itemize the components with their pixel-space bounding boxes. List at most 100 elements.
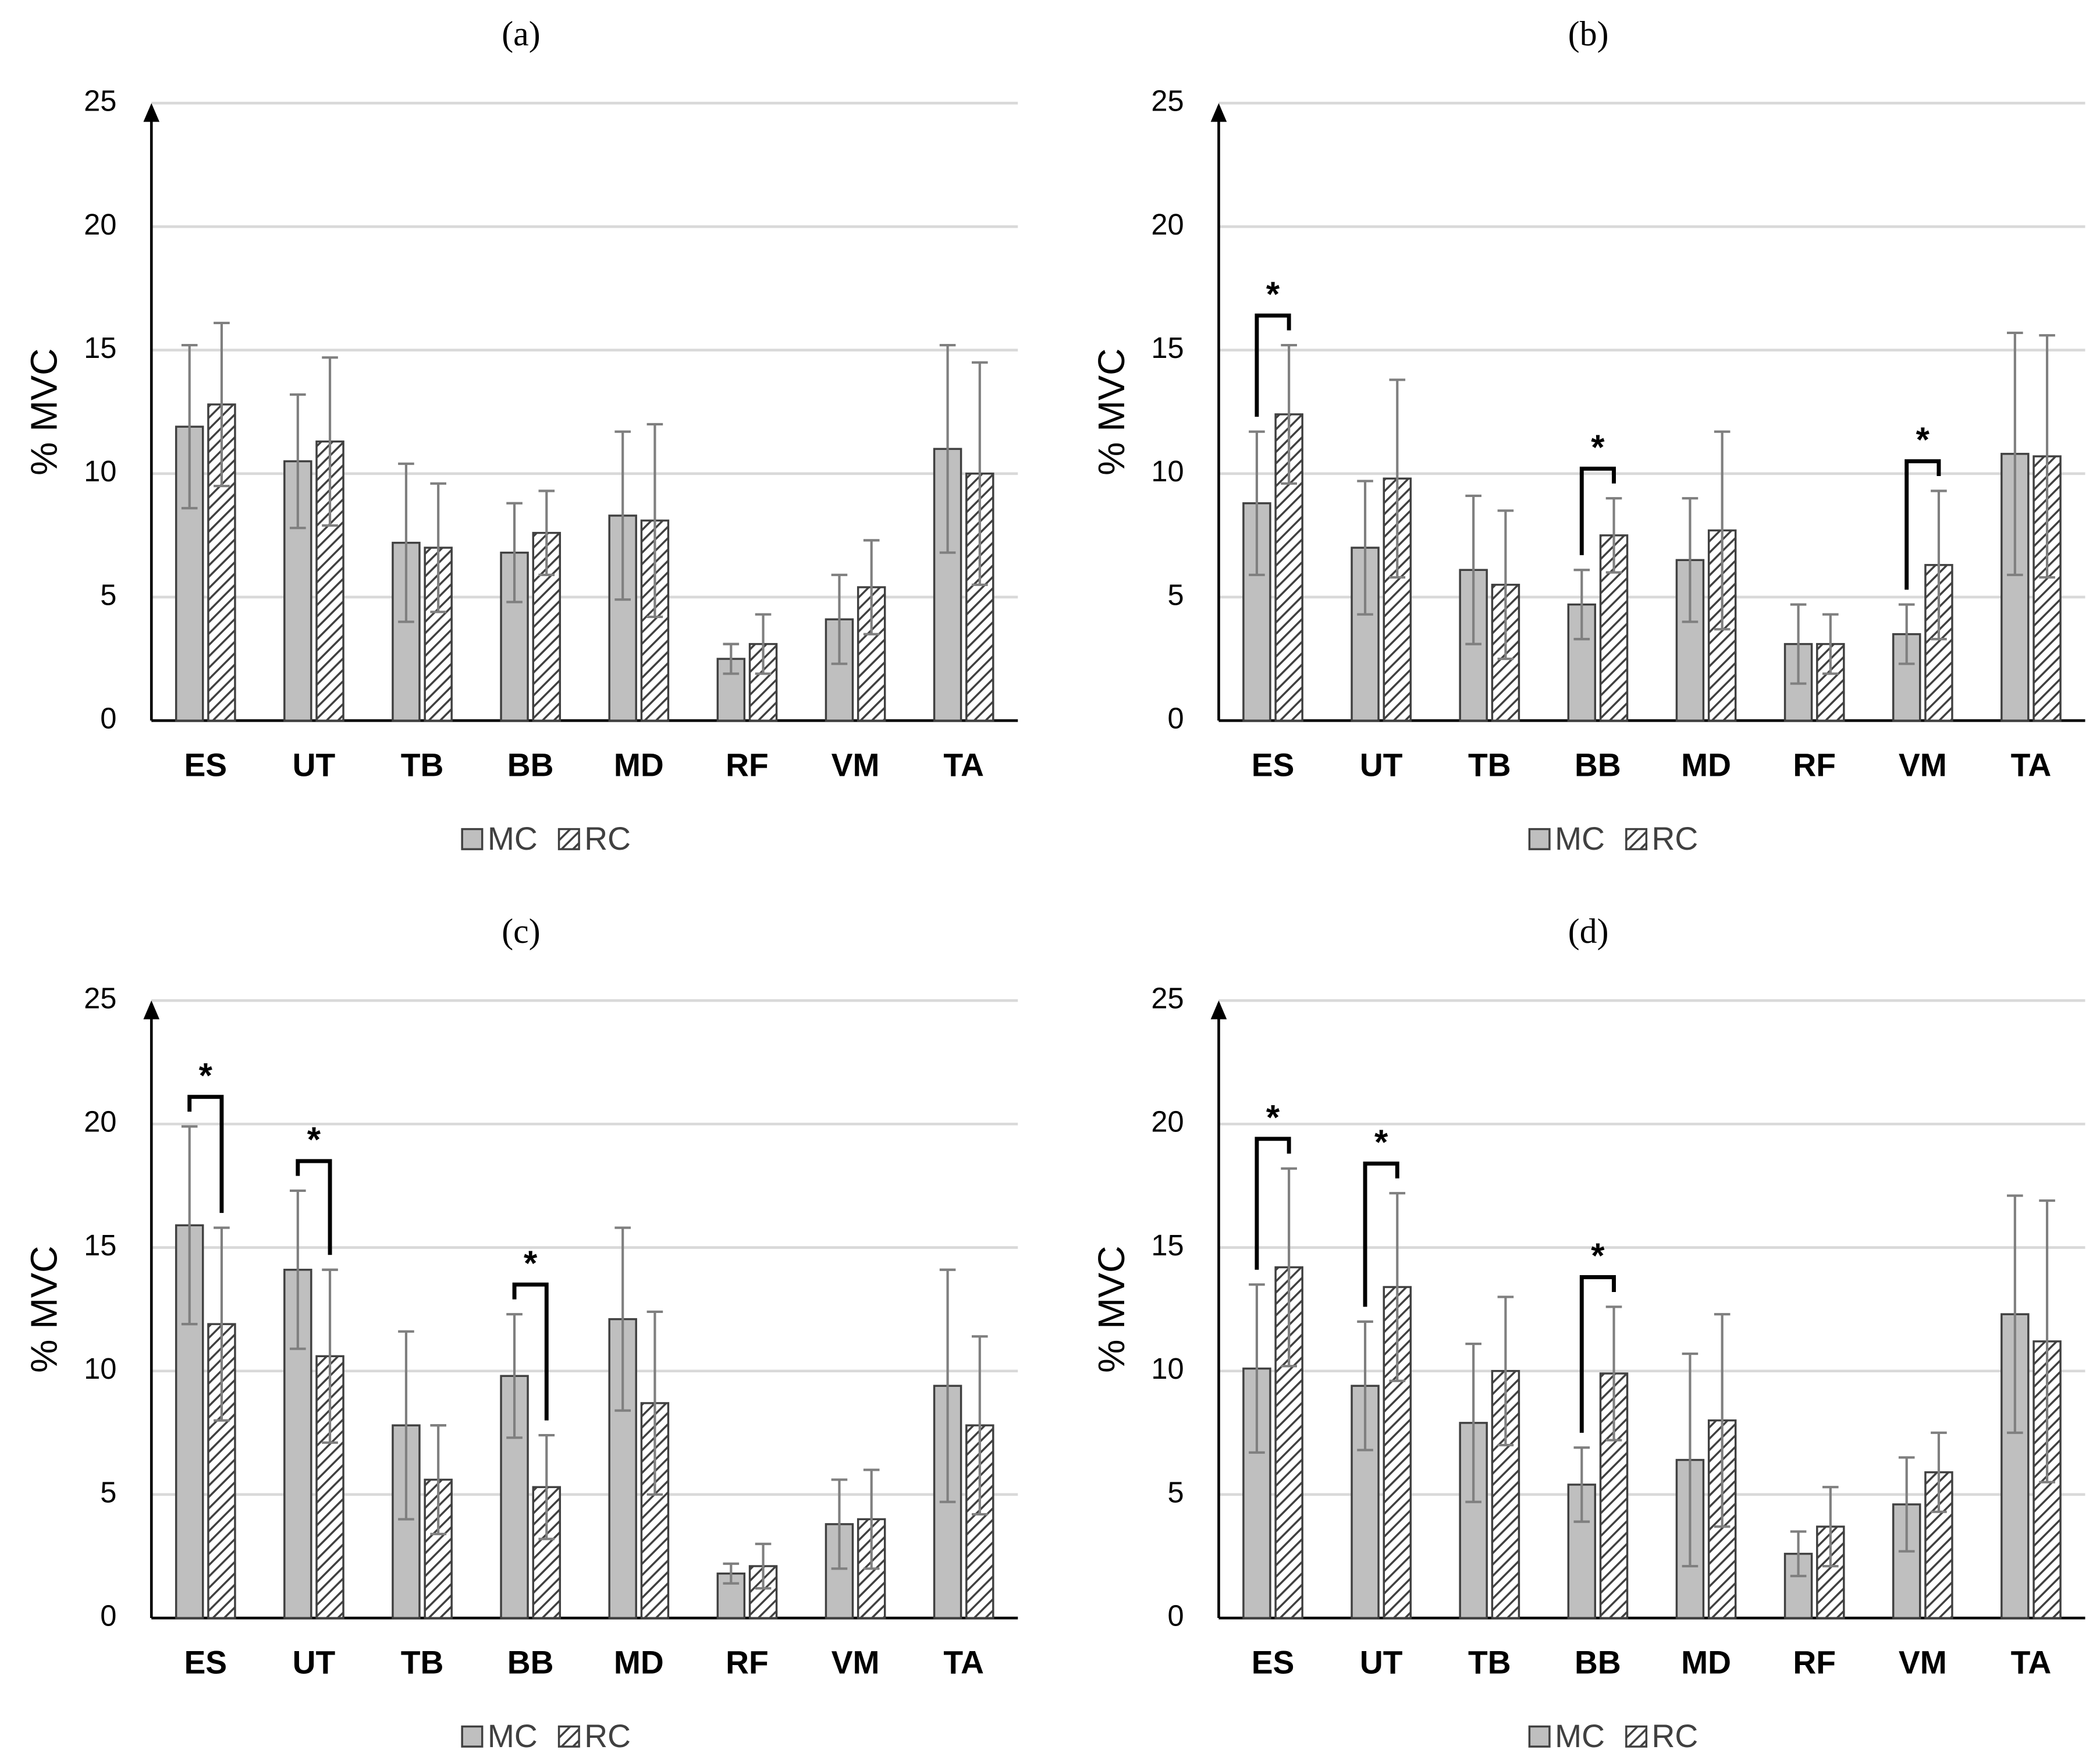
- legend-label: RC: [1652, 821, 1699, 857]
- y-tick-label: 20: [84, 208, 116, 241]
- y-tick-label: 10: [1151, 455, 1184, 488]
- error-bar: [646, 423, 663, 619]
- significance-bracket: [296, 1159, 332, 1255]
- error-bar: [1682, 497, 1699, 623]
- error-bar: [1357, 480, 1373, 616]
- error-bar: [972, 361, 988, 586]
- error-bar: [506, 1313, 523, 1439]
- legend-label: MC: [488, 1718, 538, 1754]
- legend-swatch: [557, 1725, 580, 1748]
- significance-mark: *: [1266, 275, 1280, 314]
- error-bar: [1249, 1283, 1265, 1454]
- significance-mark: *: [199, 1056, 213, 1095]
- x-tick-label: VM: [832, 1644, 880, 1680]
- x-tick-label: TA: [2011, 1644, 2052, 1680]
- error-bar: [1931, 1431, 1947, 1513]
- error-bar: [1281, 344, 1297, 485]
- y-tick-label: 25: [84, 982, 116, 1015]
- x-tick-label: VM: [1899, 747, 1947, 783]
- x-tick-label: ES: [184, 747, 227, 783]
- x-tick-label: TB: [401, 747, 444, 783]
- x-tick-label: BB: [507, 1644, 554, 1680]
- x-tick-label: VM: [1899, 1644, 1947, 1680]
- x-tick-label: BB: [1575, 1644, 1621, 1680]
- error-bar: [214, 321, 230, 488]
- error-bar: [2007, 1194, 2023, 1434]
- error-bar: [1573, 1446, 1590, 1523]
- significance-mark: *: [307, 1120, 321, 1159]
- panel: (a) % MVC 0 5 10 15 20 25 ES UT TB BB MD RF VM TA MC RC: [23, 15, 1018, 857]
- error-bar: [831, 573, 848, 665]
- error-bar: [863, 1468, 880, 1570]
- y-tick-label: 20: [1151, 1105, 1184, 1138]
- panel-title: (c): [502, 912, 540, 950]
- significance-mark: *: [1266, 1098, 1280, 1137]
- significance-bracket: [1255, 1137, 1291, 1270]
- x-tick-label: BB: [1575, 747, 1621, 783]
- error-bar: [1389, 1192, 1406, 1382]
- x-tick-label: ES: [184, 1644, 227, 1680]
- significance-bracket: [1579, 466, 1616, 555]
- error-bar: [1497, 1296, 1514, 1447]
- y-axis-arrow: [143, 1000, 160, 1020]
- x-tick-label: MD: [614, 1644, 664, 1680]
- error-bar: [1822, 613, 1839, 675]
- error-bar: [2039, 334, 2055, 579]
- panel-title: (d): [1568, 912, 1609, 950]
- y-tick-label: 10: [84, 1352, 116, 1385]
- error-bar: [939, 1268, 956, 1503]
- error-bar: [430, 482, 446, 613]
- significance-mark: *: [1916, 420, 1930, 459]
- error-bar: [1605, 1305, 1622, 1442]
- y-axis-label: % MVC: [23, 348, 65, 475]
- error-bar: [1497, 509, 1514, 661]
- error-bar: [398, 462, 414, 623]
- y-axis-arrow: [143, 103, 160, 122]
- panel: (c) % MVC 0 5 10 15 20 25 ES UT TB BB MD RF VM TA * * * MC R…: [23, 912, 1018, 1754]
- y-tick-label: 20: [84, 1105, 116, 1138]
- x-tick-label: RF: [1793, 1644, 1836, 1680]
- error-bar: [863, 539, 880, 636]
- panel-title: (b): [1568, 15, 1609, 53]
- error-bar: [614, 430, 631, 601]
- significance-mark: *: [524, 1244, 538, 1283]
- error-bar: [181, 1125, 198, 1326]
- x-tick-label: UT: [293, 1644, 336, 1680]
- legend-swatch: [1528, 828, 1551, 850]
- significance-mark: *: [1591, 428, 1605, 467]
- error-bar: [1898, 1456, 1915, 1553]
- y-tick-label: 25: [1151, 982, 1184, 1015]
- x-tick-label: ES: [1252, 747, 1295, 783]
- error-bar: [1465, 494, 1481, 645]
- error-bar: [972, 1335, 988, 1515]
- x-tick-label: RF: [726, 1644, 769, 1680]
- bar: [392, 541, 421, 722]
- error-bar: [1357, 1320, 1373, 1451]
- error-bar: [181, 344, 198, 510]
- x-tick-label: BB: [507, 747, 554, 783]
- y-axis-arrow: [1210, 1000, 1227, 1020]
- error-bar: [430, 1424, 446, 1535]
- significance-bracket: [1904, 459, 1941, 590]
- y-tick-label: 15: [84, 331, 116, 364]
- y-axis-label: % MVC: [1090, 1245, 1132, 1372]
- y-tick-label: 0: [100, 1599, 116, 1632]
- error-bar: [2007, 331, 2023, 576]
- y-tick-label: 25: [1151, 84, 1184, 118]
- error-bar: [322, 356, 338, 527]
- x-tick-label: RF: [726, 747, 769, 783]
- y-axis-label: % MVC: [23, 1245, 65, 1372]
- x-tick-label: TA: [2011, 747, 2052, 783]
- panel: (b) % MVC 0 5 10 15 20 25 ES UT TB BB MD RF VM TA * * * MC R…: [1090, 15, 2085, 857]
- error-bar: [1281, 1167, 1297, 1368]
- y-tick-label: 15: [1151, 1229, 1184, 1262]
- error-bar: [1249, 430, 1265, 576]
- significance-bracket: [512, 1282, 549, 1421]
- x-tick-label: UT: [293, 747, 336, 783]
- y-tick-label: 15: [1151, 331, 1184, 364]
- error-bar: [2039, 1199, 2055, 1483]
- error-bar: [1465, 1343, 1481, 1503]
- y-tick-label: 25: [84, 84, 116, 118]
